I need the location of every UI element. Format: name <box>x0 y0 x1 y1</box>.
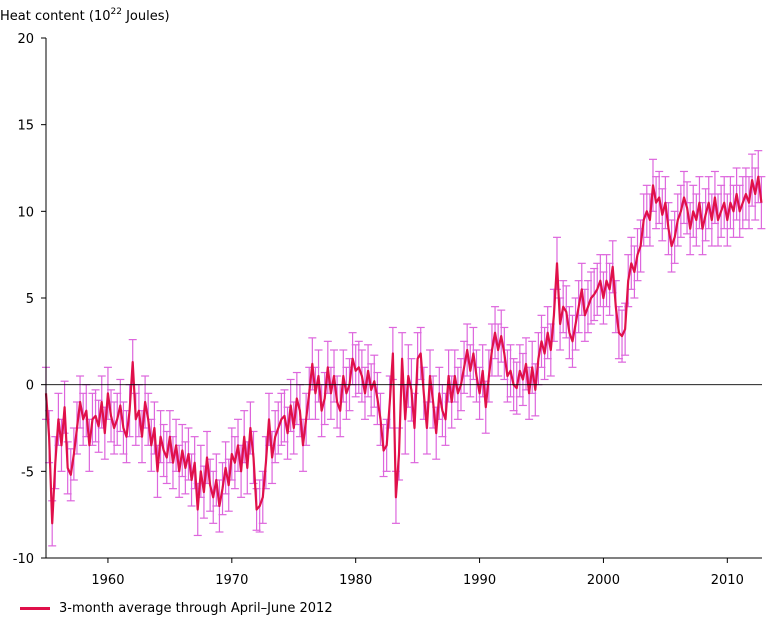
axes: -10 -5 0 5 10 15 20 1960 1970 1980 1990 2000 2010 <box>13 32 762 588</box>
x-tick-label: 1960 <box>91 573 124 588</box>
x-tick-label: 1970 <box>215 573 248 588</box>
series-group <box>44 175 763 525</box>
y-axis-label-exponent: 22 <box>111 7 122 17</box>
legend: 3-month average through April–June 2012 <box>20 598 333 618</box>
y-tick-label: 0 <box>26 379 34 394</box>
y-tick-label: -5 <box>21 465 34 480</box>
y-axis-label: Heat content (1022 Joules) <box>0 7 170 24</box>
y-tick-label: 15 <box>17 119 34 134</box>
legend-label: 3-month average through April–June 2012 <box>59 600 333 616</box>
series-line <box>44 175 763 525</box>
y-tick-label: 20 <box>17 32 34 47</box>
x-tick-label: 1980 <box>339 573 372 588</box>
y-tick-label: 5 <box>26 292 34 307</box>
x-tick-label: 1990 <box>463 573 496 588</box>
x-tick-label: 2010 <box>711 573 744 588</box>
y-tick-label: -10 <box>13 552 34 567</box>
legend-swatch <box>20 606 50 610</box>
error-bars <box>42 150 766 547</box>
x-tick-label: 2000 <box>587 573 620 588</box>
y-tick-label: 10 <box>17 205 34 220</box>
